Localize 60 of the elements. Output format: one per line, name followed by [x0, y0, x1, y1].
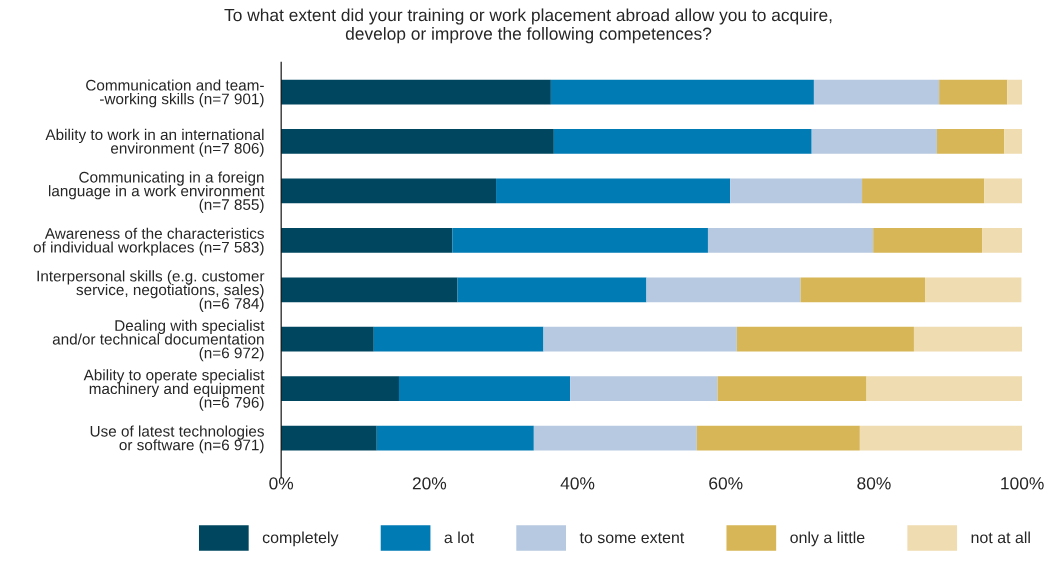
bar [913, 326, 1023, 352]
bar [859, 425, 1023, 451]
bar [281, 129, 554, 154]
y-tick-label: Communication and team- -working skills (n=7 901) [86, 79, 264, 108]
bar [376, 425, 534, 451]
legend-label: completely [262, 531, 339, 547]
legend-label: to some extent [579, 532, 685, 544]
y-tick-label: Communicating in a foreign language in a work environment (n=7 855) [48, 171, 265, 214]
y-tick-label: Ability to operate specialist machinery and equipment (n=6 796) [83, 369, 265, 411]
x-tick-label: 100% [1001, 477, 1044, 490]
x-tick-label: 60% [709, 477, 743, 490]
bar [553, 129, 812, 154]
bar [550, 79, 814, 105]
bar [1007, 79, 1023, 105]
bar [281, 277, 458, 303]
legend-label: only a little [790, 531, 865, 547]
chart-title: To what extent did your training or work placement abroad allow you to acquire, develop or improve the following competences? [224, 8, 832, 44]
bar [730, 178, 863, 204]
bar [873, 227, 983, 253]
bar [281, 425, 377, 451]
bar [398, 376, 571, 402]
y-tick-label: Ability to work in an international environment (n=7 806) [45, 128, 264, 157]
bar [813, 79, 940, 105]
y-tick-label: Use of latest technologies or software (n=6 971) [90, 425, 264, 454]
bar [457, 277, 647, 303]
bar [533, 425, 697, 451]
bar [717, 376, 867, 402]
bar [543, 326, 737, 352]
bar [281, 178, 497, 204]
bar [281, 227, 453, 253]
bar [925, 277, 1022, 303]
x-tick-label: 0% [269, 477, 294, 490]
y-tick-label: Interpersonal skills (e.g. customer service, negotiations, sales) (n=6 784) [37, 270, 265, 312]
bar [496, 178, 731, 204]
bar [984, 178, 1023, 204]
y-tick-label: Dealing with specialist and/or technical documentation (n=6 972) [52, 319, 265, 362]
x-tick-label: 20% [412, 477, 447, 490]
bar [570, 376, 718, 402]
bar [866, 376, 1023, 402]
bar [1004, 129, 1023, 154]
bar [373, 326, 544, 352]
bar [646, 277, 801, 303]
bar [281, 376, 399, 402]
bar [982, 227, 1023, 253]
bar [281, 79, 551, 105]
bar [281, 326, 374, 352]
legend-label: a lot [444, 531, 474, 544]
y-tick-label: Awareness of the characteristics of individual workplaces (n=7 583) [33, 227, 264, 256]
legend-label: not at all [971, 531, 1030, 544]
bar [736, 326, 914, 352]
bar [800, 277, 926, 303]
bar [452, 227, 708, 253]
bar [811, 129, 937, 154]
bar [862, 178, 985, 204]
bar [696, 425, 860, 451]
x-tick-label: 80% [857, 477, 891, 490]
bar [936, 129, 1005, 154]
bar [707, 227, 874, 253]
x-tick-label: 40% [560, 477, 595, 490]
bar [939, 79, 1008, 105]
